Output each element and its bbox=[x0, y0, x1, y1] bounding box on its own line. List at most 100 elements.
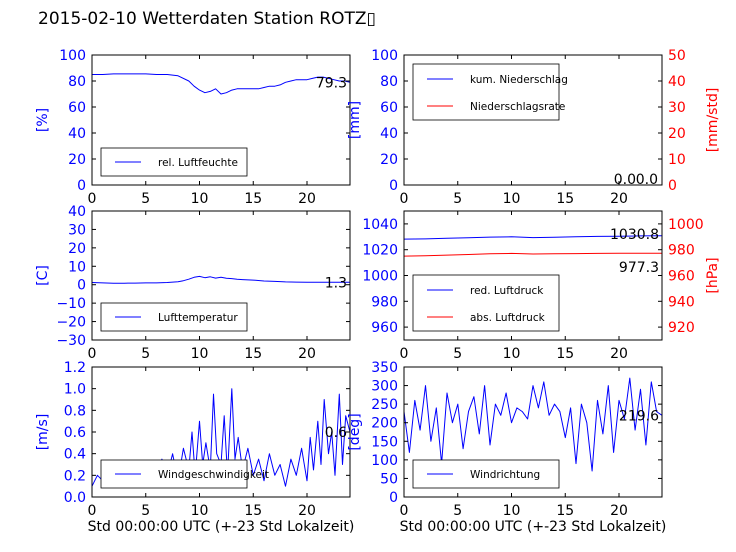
y-tick-label: 40 bbox=[68, 204, 86, 220]
y-tick-label: 1040 bbox=[362, 217, 398, 233]
x-tick-label: 15 bbox=[556, 503, 574, 519]
y-tick-label: −20 bbox=[56, 315, 86, 331]
y-tick-label: −10 bbox=[56, 296, 86, 312]
y-tick-label: 80 bbox=[380, 74, 398, 90]
legend-box bbox=[412, 274, 560, 332]
y-tick-label: 100 bbox=[371, 48, 398, 64]
x-tick-label: 5 bbox=[453, 503, 462, 519]
x-axis-label: Std 00:00:00 UTC (+-23 Std Lokalzeit) bbox=[88, 519, 355, 535]
chart-title: 2015-02-10 Wetterdaten Station ROTZ▯ bbox=[38, 9, 376, 29]
x-axis-label: Std 00:00:00 UTC (+-23 Std Lokalzeit) bbox=[400, 519, 667, 535]
current-value-label: 977.3 bbox=[619, 260, 659, 276]
y-tick-label: 1000 bbox=[362, 269, 398, 285]
legend-label: Lufttemperatur bbox=[158, 312, 238, 324]
y-tick-label: 0.2 bbox=[64, 468, 86, 484]
y2-tick-label: 20 bbox=[668, 126, 686, 142]
legend-label: abs. Luftdruck bbox=[470, 312, 546, 324]
y-tick-label: 200 bbox=[371, 416, 398, 432]
x-tick-label: 0 bbox=[88, 346, 97, 362]
x-tick-label: 15 bbox=[556, 191, 574, 207]
y2-axis-label: [mm/std] bbox=[705, 88, 721, 153]
y-tick-label: 0.6 bbox=[64, 425, 86, 441]
y-tick-label: 40 bbox=[380, 126, 398, 142]
x-tick-label: 5 bbox=[141, 346, 150, 362]
y-tick-label: 20 bbox=[68, 152, 86, 168]
x-tick-label: 5 bbox=[453, 346, 462, 362]
x-tick-label: 15 bbox=[244, 346, 262, 362]
panel-temperature: 0 5 10 15 20 −30 −20 −10 0 10 20 30 40 [C] Lufttempera… bbox=[35, 204, 351, 362]
y-axis-label: [m/s] bbox=[35, 414, 51, 451]
y-axis-label: [%] bbox=[35, 108, 51, 132]
x-tick-label: 0 bbox=[400, 346, 409, 362]
y-axis-label: [deg] bbox=[347, 413, 363, 450]
panel-precipitation: 0 5 10 15 20 0 20 40 60 80 100 [mm] 0 10 20 30 40 50 [mm/s… bbox=[347, 48, 721, 207]
x-tick-label: 10 bbox=[191, 346, 209, 362]
y-tick-label: 1.2 bbox=[64, 360, 86, 376]
x-tick-label: 10 bbox=[191, 503, 209, 519]
x-tick-label: 0 bbox=[400, 503, 409, 519]
x-tick-label: 10 bbox=[191, 191, 209, 207]
x-tick-label: 20 bbox=[610, 503, 628, 519]
x-tick-label: 20 bbox=[610, 191, 628, 207]
current-value-label: 0.6 bbox=[325, 425, 347, 441]
x-tick-label: 20 bbox=[298, 191, 316, 207]
y-axis-label: [mm] bbox=[347, 101, 363, 139]
y2-tick-label: 0 bbox=[668, 178, 677, 194]
series-line-pressure-0 bbox=[403, 235, 663, 240]
x-tick-label: 15 bbox=[244, 191, 262, 207]
x-tick-label: 0 bbox=[88, 503, 97, 519]
current-value-label: 219.6 bbox=[619, 408, 659, 424]
x-tick-label: 5 bbox=[141, 503, 150, 519]
x-tick-label: 10 bbox=[503, 346, 521, 362]
y-axis-label: [C] bbox=[35, 265, 51, 286]
y-tick-label: 60 bbox=[68, 100, 86, 116]
y-tick-label: 30 bbox=[68, 222, 86, 238]
current-value-label: 0.0 bbox=[636, 172, 658, 188]
y-tick-label: 100 bbox=[371, 453, 398, 469]
y-tick-label: 20 bbox=[68, 241, 86, 257]
y2-tick-label: 920 bbox=[668, 320, 695, 336]
y2-tick-label: 10 bbox=[668, 152, 686, 168]
x-tick-label: 15 bbox=[556, 346, 574, 362]
y2-tick-label: 940 bbox=[668, 294, 695, 310]
x-tick-label: 5 bbox=[453, 191, 462, 207]
y-tick-label: −30 bbox=[56, 333, 86, 349]
y-tick-label: 10 bbox=[68, 259, 86, 275]
y-tick-label: 100 bbox=[59, 48, 86, 64]
x-tick-label: 20 bbox=[298, 346, 316, 362]
x-tick-label: 20 bbox=[610, 346, 628, 362]
panel-pressure: 0 5 10 15 20 960 980 1000 1020 1040 920 940 960 980 10… bbox=[362, 210, 721, 362]
y-tick-label: 960 bbox=[371, 320, 398, 336]
y-tick-label: 50 bbox=[380, 471, 398, 487]
y-tick-label: 250 bbox=[371, 397, 398, 413]
y-tick-label: 0 bbox=[389, 178, 398, 194]
y-tick-label: 80 bbox=[68, 74, 86, 90]
y-tick-label: 0 bbox=[77, 178, 86, 194]
y2-axis-label: [hPa] bbox=[705, 257, 721, 293]
current-value-label: 79.3 bbox=[316, 75, 347, 91]
y-tick-label: 0 bbox=[389, 490, 398, 506]
legend-label: Windgeschwindigkeit bbox=[158, 469, 269, 481]
y-tick-label: 0 bbox=[77, 278, 86, 294]
y2-tick-label: 1000 bbox=[668, 217, 704, 233]
series-line-temperature-0 bbox=[91, 275, 350, 284]
y2-tick-label: 30 bbox=[668, 100, 686, 116]
y-tick-label: 20 bbox=[380, 152, 398, 168]
legend-label: Niederschlagsrate bbox=[470, 101, 565, 113]
y2-tick-label: 50 bbox=[668, 48, 686, 64]
plot-frame bbox=[403, 54, 663, 186]
legend-box bbox=[412, 63, 560, 121]
x-tick-label: 15 bbox=[244, 503, 262, 519]
legend-label: kum. Niederschlag bbox=[470, 74, 568, 86]
y-tick-label: 0.4 bbox=[64, 447, 86, 463]
legend-label: rel. Luftfeuchte bbox=[158, 157, 238, 169]
plot-frame bbox=[91, 210, 351, 341]
y2-tick-label: 980 bbox=[668, 243, 695, 259]
x-tick-label: 0 bbox=[400, 191, 409, 207]
x-tick-label: 20 bbox=[298, 503, 316, 519]
y-tick-label: 150 bbox=[371, 434, 398, 450]
x-tick-label: 10 bbox=[503, 503, 521, 519]
y-tick-label: 0.8 bbox=[64, 403, 86, 419]
series-line-pressure-1 bbox=[403, 252, 662, 257]
